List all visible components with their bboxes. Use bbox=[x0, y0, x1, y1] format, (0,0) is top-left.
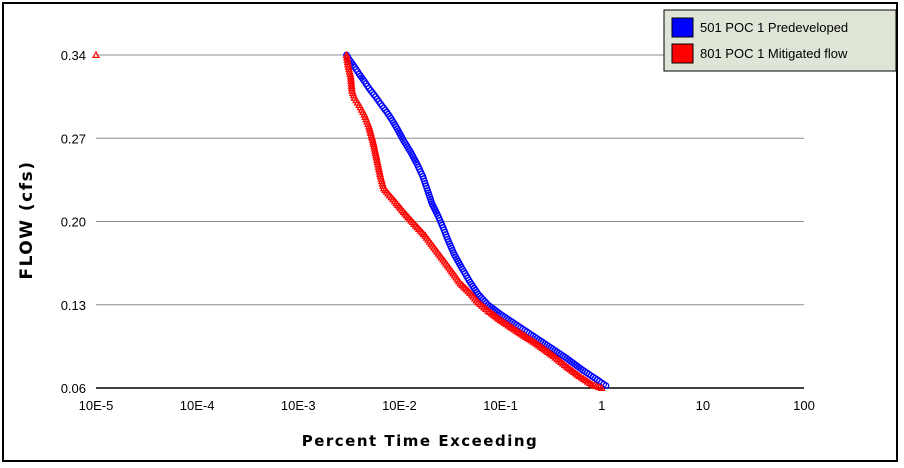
series-predeveloped bbox=[343, 51, 610, 390]
x-tick-label: 10 bbox=[696, 398, 710, 413]
legend-label-mitigated: 801 POC 1 Mitigated flow bbox=[700, 46, 848, 61]
data-point bbox=[345, 67, 354, 75]
x-tick-label: 10E-3 bbox=[281, 398, 316, 413]
legend-label-predeveloped: 501 POC 1 Predeveloped bbox=[700, 20, 848, 35]
y-tick-label: 0.06 bbox=[61, 381, 86, 396]
x-tick-label: 100 bbox=[793, 398, 815, 413]
x-axis-title: Percent Time Exceeding bbox=[302, 432, 539, 450]
series-layer bbox=[91, 50, 610, 391]
data-point bbox=[345, 65, 354, 73]
legend-swatch-mitigated bbox=[671, 43, 694, 64]
y-tick-label: 0.13 bbox=[61, 298, 86, 313]
legend-box bbox=[663, 9, 897, 72]
grid-lines bbox=[96, 54, 804, 306]
y-tick-label: 0.34 bbox=[61, 48, 86, 63]
series-mitigated bbox=[91, 50, 606, 391]
data-point bbox=[343, 60, 353, 68]
data-point bbox=[347, 84, 356, 92]
y-tick-label: 0.20 bbox=[61, 215, 86, 230]
y-tick-label: 0.27 bbox=[61, 131, 86, 146]
x-tick-label: 10E-5 bbox=[79, 398, 114, 413]
y-tick-labels: 0.06 0.13 0.20 0.27 0.34 bbox=[61, 48, 86, 396]
data-point bbox=[602, 382, 610, 390]
x-tick-labels: 10E-5 10E-4 10E-3 10E-2 10E-1 1 10 100 bbox=[79, 398, 815, 413]
data-point bbox=[597, 383, 606, 391]
x-tick-label: 10E-2 bbox=[382, 398, 417, 413]
data-point bbox=[344, 62, 353, 70]
x-tick-label: 10E-1 bbox=[483, 398, 518, 413]
x-tick-label: 1 bbox=[598, 398, 605, 413]
chart-frame bbox=[2, 2, 898, 462]
legend-swatch-predeveloped bbox=[671, 17, 694, 38]
legend: 501 POC 1 Predeveloped 801 POC 1 Mitigat… bbox=[663, 9, 897, 72]
x-tick-label: 10E-4 bbox=[180, 398, 215, 413]
data-point bbox=[375, 169, 385, 177]
data-point bbox=[91, 50, 101, 59]
y-axis-title: FLOW (cfs) bbox=[17, 160, 37, 279]
